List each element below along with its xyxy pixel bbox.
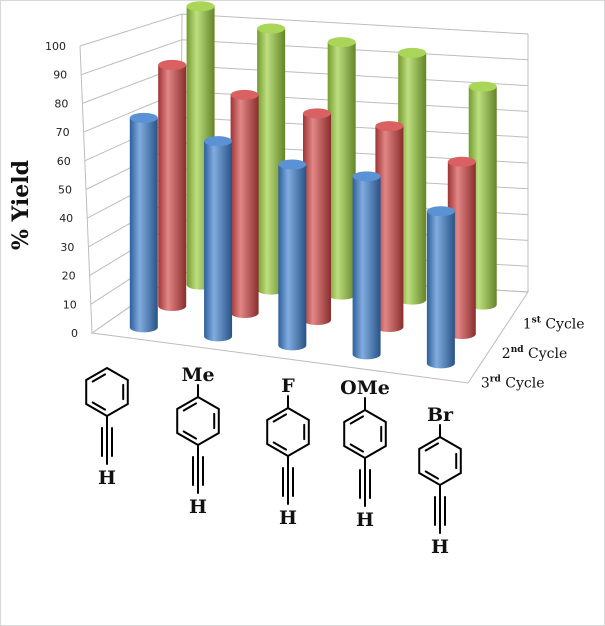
bar-top [186,1,215,12]
bars [129,1,497,369]
double-bond [424,470,440,480]
bar-body [352,176,381,360]
bar-3rd-cycle-f [278,159,307,351]
bar-3rd-cycle-me [204,136,233,342]
terminal-h-label: H [356,509,374,531]
terminal-h-label: H [279,507,297,529]
bar-body [204,141,233,342]
substrate-h: H [85,366,129,489]
bar-2nd-cycle-f [303,108,331,325]
bar-3rd-cycle-br [426,206,455,369]
bar-top [257,23,286,34]
double-bond [91,401,107,411]
series-label: 3rd Cycle [481,374,545,391]
bar-top [352,171,381,182]
series-label: 1st Cycle [523,316,585,333]
y-tick-label: 0 [71,327,78,340]
bar-top [375,121,404,132]
bar-top [230,89,259,100]
double-bond [349,415,365,425]
bar-top [303,108,331,119]
y-tick-label: 80 [54,97,68,110]
wall-edge [79,45,93,334]
bar-1st-cycle-me [257,23,286,295]
bar-top [398,47,427,58]
bar-2nd-cycle-ome [375,121,404,332]
terminal-h-label: H [189,496,207,518]
y-axis-label: % Yield [8,160,34,250]
bar-body [129,117,158,333]
series-label: 2nd Cycle [502,345,567,362]
bar-1st-cycle-f [327,37,356,300]
double-bond [272,413,288,423]
bar-3rd-cycle-ome [352,171,381,360]
bar-body [278,164,307,351]
double-bond [424,442,440,452]
bar-body [327,42,356,300]
substrate-f: FH [266,375,310,529]
substrate-br: Br H [418,404,462,558]
y-tick-label: 30 [60,241,74,254]
bar-top [278,159,307,170]
double-bond [182,430,198,440]
y-tick-label: 60 [57,155,71,168]
bar-top [447,156,476,167]
terminal-h-label: H [431,536,449,558]
bar-top [129,112,158,123]
bar-2nd-cycle-h [158,59,187,311]
y-tick-label: 20 [62,270,76,283]
y-tick-label: 90 [53,69,67,82]
gridline [82,65,529,104]
double-bond [91,373,107,383]
bar-body [230,94,259,318]
double-bond [272,441,288,451]
substituent-label: OMe [340,377,390,399]
benzene-ring [85,366,129,418]
bar-3rd-cycle-h [129,112,158,333]
bar-body [303,113,331,325]
y-tick-label: 10 [63,298,77,311]
bar-body [158,64,187,311]
bar-body [398,52,427,305]
substituent-label: Me [181,364,214,386]
y-tick-label: 40 [59,212,73,225]
double-bond [182,402,198,412]
bar-top [468,81,497,92]
benzene-ring [266,406,310,458]
double-bond [349,443,365,453]
bar-1st-cycle-ome [398,47,427,305]
bar-top [204,136,233,147]
bar-2nd-cycle-me [230,89,259,318]
benzene-ring [343,408,387,460]
substrate-me: Me H [176,364,220,518]
bar-top [327,37,356,48]
gridline [81,39,529,76]
substrate-ome: OMe H [340,377,390,531]
substituent-label: Br [427,404,454,426]
y-axis-ticks: 0 10 20 30 40 50 60 70 80 90 100 [45,40,78,340]
terminal-h-label: H [98,467,116,489]
bar-body [426,211,455,369]
gridline [79,13,529,47]
bar-body [375,126,404,332]
y-tick-label: 100 [45,40,66,53]
bar-body [257,28,286,295]
benzene-ring [176,395,220,447]
y-tick-label: 70 [56,126,70,139]
y-tick-label: 50 [58,184,72,197]
bar-top [158,59,187,70]
benzene-ring [418,435,462,487]
bar-top [426,206,455,217]
series-labels: 1st Cycle 2nd Cycle 3rd Cycle [481,316,585,392]
substituent-label: F [281,375,295,397]
